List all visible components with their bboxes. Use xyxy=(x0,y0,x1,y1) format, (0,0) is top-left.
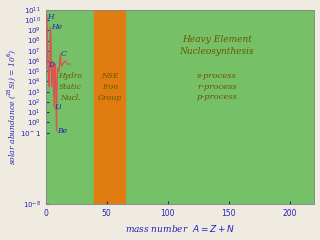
Text: NSE
Iron
Group: NSE Iron Group xyxy=(98,72,122,102)
Text: Li: Li xyxy=(54,103,62,111)
Text: Be: Be xyxy=(57,127,67,135)
Text: Heavy Element
Nucleosynthesis: Heavy Element Nucleosynthesis xyxy=(179,35,254,56)
Text: p-process: p-process xyxy=(196,93,237,101)
Bar xyxy=(45,10,315,204)
Text: He: He xyxy=(51,23,62,31)
Text: D: D xyxy=(48,61,54,69)
Text: Hydro
Static
Nucl.: Hydro Static Nucl. xyxy=(58,72,82,102)
X-axis label: mass number  $A = Z + N$: mass number $A = Z + N$ xyxy=(125,223,235,234)
Y-axis label: solar abundance ($^{28}$Si) = 10$^6$): solar abundance ($^{28}$Si) = 10$^6$) xyxy=(5,49,18,165)
Text: r-process: r-process xyxy=(197,83,236,90)
Text: H: H xyxy=(47,13,54,21)
Text: s-process: s-process xyxy=(197,72,236,80)
Bar xyxy=(94,10,125,204)
Text: C: C xyxy=(60,50,67,58)
